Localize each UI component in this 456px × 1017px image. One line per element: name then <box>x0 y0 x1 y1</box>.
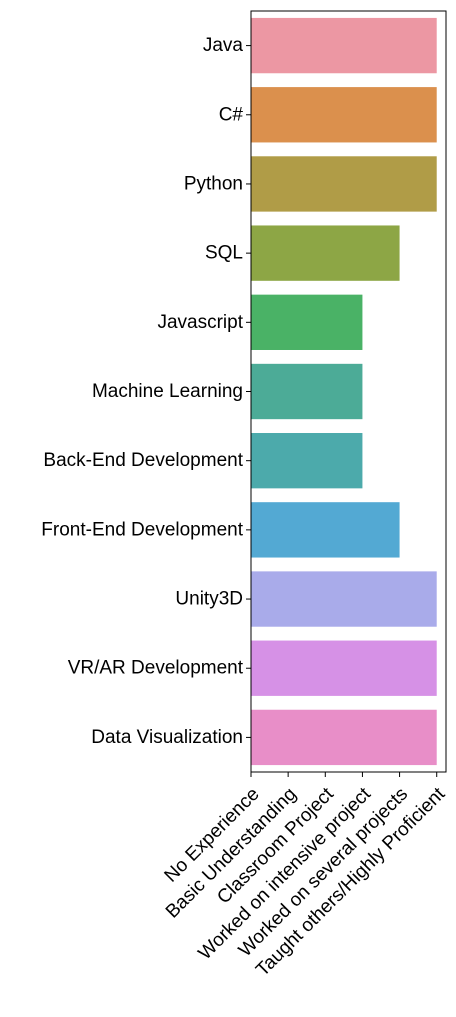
y-tick-label: Back-End Development <box>43 450 243 471</box>
y-tick-label: VR/AR Development <box>68 658 244 679</box>
y-tick-label: Machine Learning <box>92 381 243 402</box>
plot-frame <box>250 10 447 773</box>
y-tick-label: Front-End Development <box>41 519 243 540</box>
bar-javascript <box>251 294 363 350</box>
bar-unity3d <box>251 571 437 627</box>
y-tick-label: Javascript <box>157 312 243 333</box>
y-tick-label: Java <box>203 35 244 56</box>
bar-front-end-development <box>251 502 400 558</box>
bar-back-end-development <box>251 433 363 489</box>
bar-machine-learning <box>251 363 363 420</box>
bar-python <box>251 156 437 212</box>
bars-group <box>251 17 437 766</box>
bar-vr-ar-development <box>251 640 437 696</box>
y-tick-label: Unity3D <box>175 589 243 610</box>
bar-java <box>251 17 437 74</box>
y-tick-label: Python <box>184 173 243 194</box>
bar-c- <box>251 87 437 143</box>
y-tick-label: SQL <box>205 243 243 264</box>
y-axis-ticks: Java C# Python SQL Javascript Machine Learnin… <box>41 35 251 748</box>
y-tick-label: C# <box>219 104 244 125</box>
bar-data-visualization <box>251 709 437 766</box>
bar-sql <box>251 225 400 281</box>
y-tick-label: Data Visualization <box>91 727 243 748</box>
